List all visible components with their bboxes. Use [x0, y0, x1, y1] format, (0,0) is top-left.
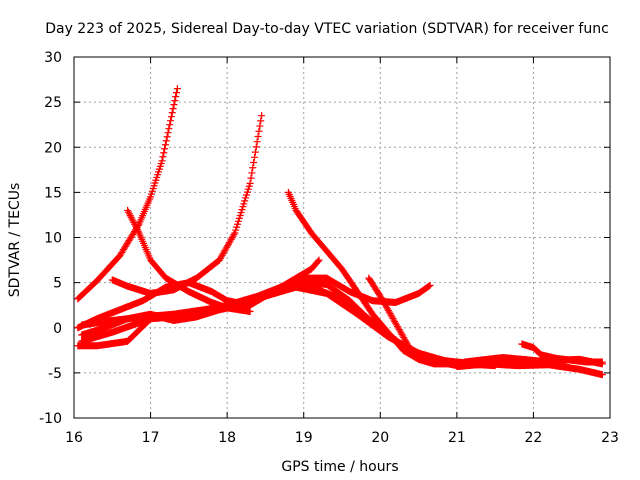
plus-marker: [230, 231, 238, 239]
plus-marker: [253, 138, 261, 146]
plus-marker: [170, 101, 178, 109]
x-tick-label: 18: [218, 430, 236, 446]
axis-ticks: 16 17 18 19 20 21 22 23 -10 -5 0 5 10 15 20 25 30: [39, 50, 619, 446]
plus-marker: [256, 122, 264, 130]
y-tick-label: 5: [53, 276, 62, 292]
y-tick-label: 0: [53, 321, 62, 337]
x-tick-label: 22: [525, 430, 543, 446]
y-tick-label: 20: [44, 140, 62, 156]
plus-marker: [251, 153, 259, 161]
series-track-c: [108, 112, 266, 297]
grid-lines: [74, 57, 610, 418]
plus-marker: [169, 105, 177, 113]
plus-marker: [247, 174, 255, 182]
plus-marker: [250, 159, 258, 167]
plus-marker: [173, 85, 181, 93]
y-tick-label: 25: [44, 95, 62, 111]
plus-marker: [255, 127, 263, 135]
plus-marker: [315, 256, 323, 264]
plus-marker: [254, 132, 262, 140]
x-tick-label: 20: [371, 430, 389, 446]
plus-marker: [425, 282, 433, 290]
y-tick-label: 15: [44, 185, 62, 201]
plus-marker: [160, 149, 168, 157]
y-axis-label: SDTVAR / TECUs: [7, 183, 23, 298]
plus-marker: [171, 97, 179, 105]
y-tick-label: 10: [44, 231, 62, 247]
plus-marker: [164, 129, 172, 137]
plus-marker: [598, 360, 606, 368]
plus-marker: [173, 89, 181, 97]
plot-frame: [73, 56, 611, 419]
plus-marker: [598, 371, 606, 379]
plus-marker: [167, 117, 175, 125]
y-tick-label: 30: [44, 50, 62, 66]
plus-marker: [248, 169, 256, 177]
plus-marker: [257, 117, 265, 125]
chart-title: Day 223 of 2025, Sidereal Day-to-day VTE…: [45, 21, 609, 37]
plus-marker: [172, 93, 180, 101]
x-tick-label: 17: [142, 430, 160, 446]
x-tick-label: 23: [601, 430, 619, 446]
x-tick-label: 19: [295, 430, 313, 446]
plus-marker: [167, 113, 175, 121]
x-tick-label: 16: [65, 430, 83, 446]
series-track-a: [74, 85, 181, 303]
plus-marker: [252, 143, 260, 151]
x-tick-label: 21: [448, 430, 466, 446]
plus-marker: [314, 257, 322, 265]
plus-marker: [246, 308, 254, 316]
plus-marker: [159, 153, 167, 161]
plus-marker: [165, 125, 173, 133]
plus-marker: [158, 157, 166, 165]
plus-marker: [161, 141, 169, 149]
plus-marker: [251, 148, 259, 156]
data-points: [74, 85, 606, 379]
plus-marker: [249, 164, 257, 172]
plus-marker: [246, 179, 254, 187]
plus-marker: [168, 109, 176, 117]
plus-marker: [161, 145, 169, 153]
plus-marker: [426, 281, 434, 289]
y-tick-label: -10: [39, 411, 62, 427]
plus-marker: [258, 112, 266, 120]
plus-marker: [163, 133, 171, 141]
plus-marker: [162, 137, 170, 145]
y-tick-label: -5: [48, 366, 62, 382]
x-axis-label: GPS time / hours: [281, 459, 398, 475]
plus-marker: [166, 121, 174, 129]
series-track-m: [461, 354, 606, 368]
